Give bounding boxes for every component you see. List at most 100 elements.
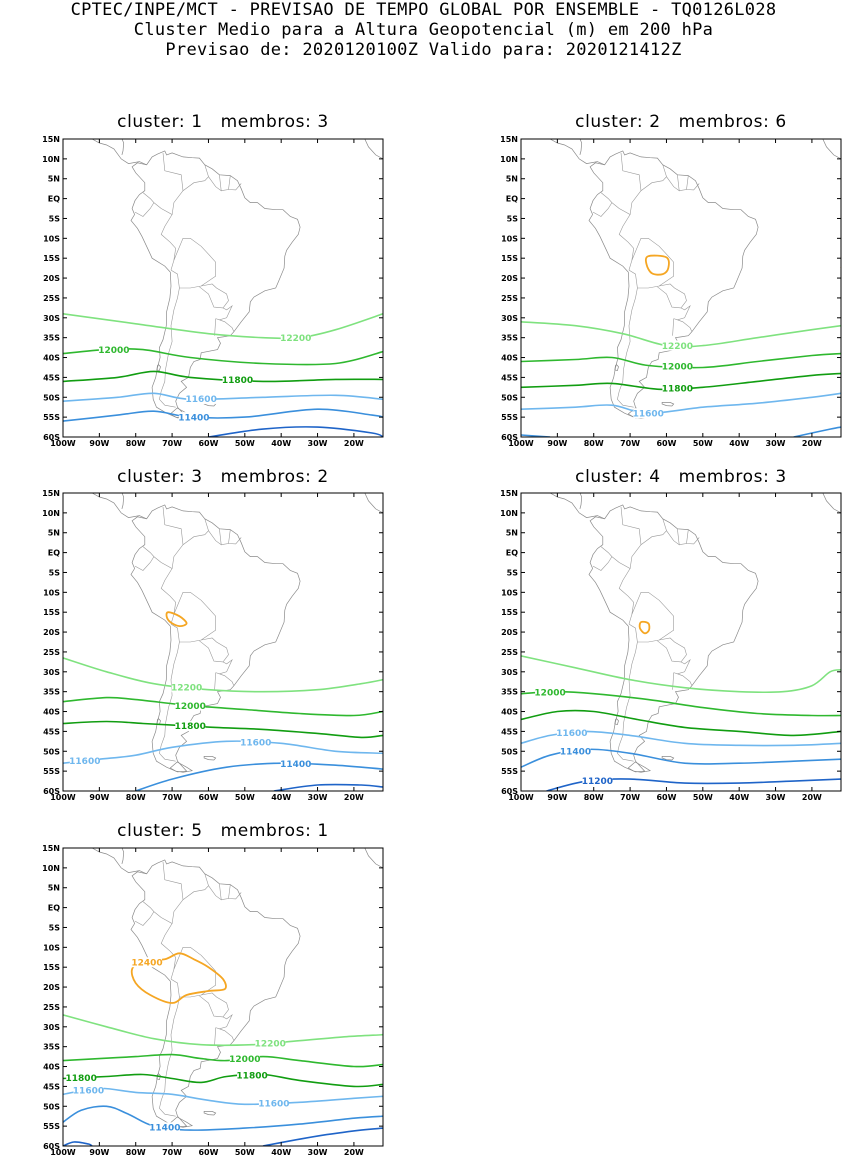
country-border xyxy=(160,568,177,625)
contour-label-bg xyxy=(186,393,217,404)
lat-tick-label: 15S xyxy=(43,254,60,263)
lon-tick-label: 100W xyxy=(508,439,534,448)
geopotential-map-panel: 12000 11600 11400 11200 15N 10N 5N EQ 5S 10S 15S 20… xyxy=(500,489,842,802)
coastline-falklands xyxy=(203,756,217,761)
contour-11400 xyxy=(135,762,383,791)
coastline-falklands xyxy=(661,756,675,761)
lat-tick-label: 10S xyxy=(501,234,518,243)
contour-label-11600: 11600 xyxy=(69,757,100,767)
country-border xyxy=(640,164,667,191)
lat-tick-label: 25S xyxy=(43,648,60,657)
country-border xyxy=(160,214,177,271)
contour-label-11200: 11200 xyxy=(582,777,613,787)
contour-11600 xyxy=(521,392,841,415)
lat-tick-label: 60S xyxy=(501,433,518,442)
country-border xyxy=(219,1013,233,1030)
contour-12000 xyxy=(63,696,383,717)
coastline-south-america xyxy=(588,504,759,773)
panel-title: cluster: 3 membros: 2 xyxy=(63,467,383,487)
lat-tick-label: 45S xyxy=(43,727,60,736)
lon-tick-label: 60W xyxy=(656,793,676,802)
lat-tick-label: 45S xyxy=(43,1082,60,1091)
country-border xyxy=(221,884,231,900)
lat-tick-label: 45S xyxy=(43,373,60,382)
country-border xyxy=(215,1027,235,1041)
lat-tick-label: 60S xyxy=(43,433,60,442)
lat-tick-label: 45S xyxy=(501,727,518,736)
lat-tick-label: 45S xyxy=(501,373,518,382)
country-border xyxy=(672,672,674,690)
lat-tick-label: 15N xyxy=(42,135,60,144)
map-frame xyxy=(520,138,842,438)
country-border xyxy=(182,873,209,900)
lon-tick-label: 20W xyxy=(802,439,822,448)
lat-tick-label: 10N xyxy=(42,509,60,518)
members-label: membros: 1 xyxy=(220,821,329,841)
coastline-central-america xyxy=(91,848,147,875)
contour-label-11600: 11600 xyxy=(73,1086,104,1096)
contour-label-12200: 12200 xyxy=(255,1039,286,1049)
contour-label-bg xyxy=(66,1072,97,1083)
country-border xyxy=(640,518,667,545)
coastline-africa xyxy=(364,139,383,160)
coastline-falklands xyxy=(203,1111,217,1116)
contour-label-bg xyxy=(535,687,566,698)
contour-11200 xyxy=(208,426,383,437)
lon-tick-label: 30W xyxy=(766,439,786,448)
lat-tick-label: 55S xyxy=(501,767,518,776)
country-border xyxy=(142,861,184,924)
contour-label-11800: 11800 xyxy=(236,1071,267,1081)
country-border xyxy=(657,283,687,309)
coastline-caribbean xyxy=(579,139,583,155)
country-border xyxy=(208,174,222,192)
coastline-central-america xyxy=(549,493,605,520)
lat-tick-label: 55S xyxy=(43,767,60,776)
country-border xyxy=(672,318,674,336)
lon-tick-label: 50W xyxy=(693,439,713,448)
country-border xyxy=(215,318,235,332)
members-label: membros: 3 xyxy=(678,467,787,487)
country-border xyxy=(142,506,184,569)
contour-label-11600: 11600 xyxy=(556,729,587,739)
lon-tick-label: 20W xyxy=(344,439,364,448)
coastline-caribbean xyxy=(121,493,125,509)
coastline-chiloe xyxy=(156,1073,161,1081)
contour-label-bg xyxy=(175,700,206,711)
lat-tick-label: 5N xyxy=(48,884,60,893)
lat-tick-label: 50S xyxy=(43,1102,60,1111)
contour-label-12000: 12000 xyxy=(662,363,693,373)
contour-11800 xyxy=(63,1073,383,1088)
lon-tick-label: 50W xyxy=(235,439,255,448)
geopotential-map-panel: 12200 12000 11800 11800 11600 11600 11400 12400… xyxy=(42,844,384,1157)
lat-tick-label: 50S xyxy=(43,747,60,756)
lat-tick-label: 25S xyxy=(501,294,518,303)
contour-label-bg xyxy=(73,1085,104,1096)
lat-tick-label: 25S xyxy=(43,1003,60,1012)
country-border xyxy=(221,175,231,191)
lon-tick-label: 30W xyxy=(308,793,328,802)
lat-tick-label: 15N xyxy=(500,135,518,144)
contour-label-bg xyxy=(662,383,693,394)
lon-tick-label: 100W xyxy=(508,793,534,802)
lon-tick-label: 90W xyxy=(547,439,567,448)
contour-label-bg xyxy=(556,727,587,738)
contour-label-bg xyxy=(240,737,271,748)
lat-tick-label: 20S xyxy=(501,274,518,283)
lat-tick-label: 20S xyxy=(43,983,60,992)
contour-label-bg xyxy=(560,746,591,757)
lat-tick-label: EQ xyxy=(506,549,518,558)
header-subtitle-line: Cluster Medio para a Altura Geopotencial… xyxy=(133,20,714,40)
contour-12200 xyxy=(63,313,383,340)
contour-label-11800: 11800 xyxy=(222,376,253,386)
contour-12000 xyxy=(521,690,841,717)
country-border xyxy=(219,658,233,675)
country-border xyxy=(657,637,687,663)
cluster-label: cluster: 5 xyxy=(117,821,203,841)
contour-label-bg xyxy=(132,957,162,968)
lon-tick-label: 90W xyxy=(89,1148,109,1157)
contour-11800 xyxy=(521,709,841,737)
lon-tick-label: 20W xyxy=(802,793,822,802)
contour-label-bg xyxy=(280,758,311,769)
country-border xyxy=(677,304,691,321)
contour-label-bg xyxy=(258,1098,289,1109)
